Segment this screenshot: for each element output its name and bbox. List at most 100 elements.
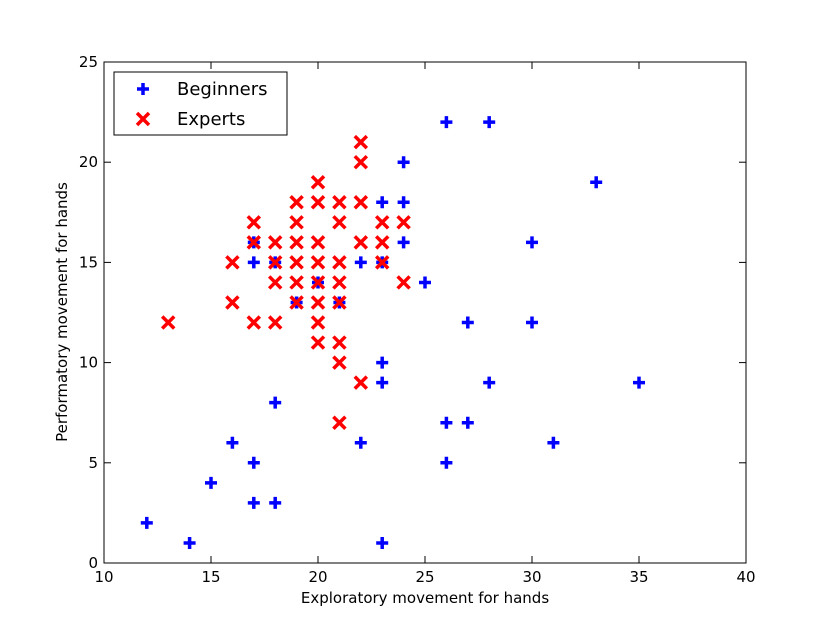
y-tick-label: 20: [79, 153, 98, 171]
expert-point: [246, 235, 262, 250]
beginner-point: [226, 436, 239, 449]
expert-point: [310, 275, 326, 290]
beginner-point: [376, 376, 389, 389]
expert-point: [332, 255, 347, 270]
legend-marker-beginners: [137, 83, 149, 95]
beginner-point: [247, 256, 260, 269]
expert-point: [289, 295, 304, 310]
beginner-point: [526, 236, 538, 249]
expert-point: [289, 235, 304, 250]
expert-point: [353, 375, 369, 390]
beginner-point: [419, 276, 431, 289]
expert-point: [310, 315, 326, 330]
beginner-point: [247, 456, 260, 469]
x-tick-label: 20: [308, 568, 327, 586]
legend-box: [113, 71, 288, 136]
series-experts: [160, 134, 411, 430]
beginner-point: [376, 196, 389, 209]
y-tick-label: 15: [79, 253, 98, 271]
beginner-point: [547, 436, 560, 449]
expert-point: [267, 255, 283, 270]
expert-point: [160, 315, 176, 330]
expert-point: [332, 355, 347, 370]
legend-label-beginners: Beginners: [177, 79, 268, 100]
beginner-point: [376, 536, 389, 549]
beginner-point: [354, 436, 367, 449]
expert-point: [225, 255, 240, 270]
axis-ticks: 10 15 20 25 30 35 40 0 5 10 15 20 25: [79, 53, 756, 586]
expert-point: [396, 275, 411, 290]
expert-point: [353, 235, 369, 250]
beginner-point: [483, 116, 496, 129]
x-tick-label: 40: [736, 568, 755, 586]
y-axis-label: Performatory movement for hands: [53, 182, 71, 442]
expert-point: [332, 415, 347, 430]
expert-point: [246, 315, 262, 330]
x-tick-label: 10: [94, 568, 113, 586]
legend: Beginners Experts: [113, 71, 288, 136]
legend-plus-marker: [137, 83, 149, 95]
x-tick-label: 15: [201, 568, 220, 586]
beginner-point: [247, 496, 260, 509]
expert-point: [310, 255, 326, 270]
expert-point: [396, 215, 411, 230]
expert-point: [289, 215, 304, 230]
x-tick-label: 30: [522, 568, 541, 586]
expert-point: [225, 295, 240, 310]
expert-point: [289, 275, 304, 290]
expert-point: [353, 134, 369, 150]
y-tick-label: 10: [79, 354, 98, 372]
y-tick-label: 25: [79, 53, 98, 71]
expert-point: [289, 255, 304, 270]
beginner-point: [440, 416, 453, 429]
expert-point: [353, 195, 369, 210]
beginner-point: [461, 416, 474, 429]
expert-point: [267, 315, 283, 330]
beginner-point: [376, 356, 389, 369]
x-axis-label: Exploratory movement for hands: [301, 589, 549, 607]
expert-point: [267, 275, 283, 290]
expert-point: [332, 215, 347, 230]
beginner-point: [483, 376, 496, 389]
beginner-point: [397, 196, 410, 209]
beginner-point: [461, 316, 474, 329]
expert-point: [374, 255, 390, 270]
beginner-point: [269, 396, 282, 409]
beginner-point: [205, 476, 217, 489]
expert-point: [310, 235, 326, 250]
beginner-point: [590, 176, 603, 189]
expert-point: [374, 235, 390, 250]
plot-area: [103, 61, 747, 564]
legend-x-marker: [135, 111, 151, 127]
beginner-point: [440, 456, 453, 469]
expert-point: [310, 295, 326, 310]
expert-point: [374, 215, 390, 230]
beginner-point: [397, 156, 410, 169]
expert-point: [332, 195, 347, 210]
expert-point: [310, 195, 326, 210]
beginner-point: [269, 496, 282, 509]
expert-point: [310, 335, 326, 350]
expert-point: [332, 335, 347, 350]
legend-marker-experts: [135, 111, 151, 127]
beginner-point: [633, 376, 645, 389]
expert-point: [267, 235, 283, 250]
series-beginners: [140, 116, 645, 549]
beginner-point: [183, 536, 196, 549]
x-tick-label: 35: [629, 568, 648, 586]
data-points: [140, 116, 645, 549]
y-tick-label: 0: [88, 554, 98, 572]
expert-point: [332, 295, 347, 310]
x-tick-label: 25: [415, 568, 434, 586]
legend-label-experts: Experts: [177, 109, 245, 130]
beginner-point: [440, 116, 453, 129]
expert-point: [310, 175, 326, 190]
expert-point: [289, 195, 304, 210]
y-tick-label: 5: [88, 454, 98, 472]
expert-point: [332, 275, 347, 290]
beginner-point: [526, 316, 538, 329]
expert-point: [353, 154, 369, 170]
beginner-point: [397, 236, 410, 249]
beginner-point: [354, 256, 367, 269]
